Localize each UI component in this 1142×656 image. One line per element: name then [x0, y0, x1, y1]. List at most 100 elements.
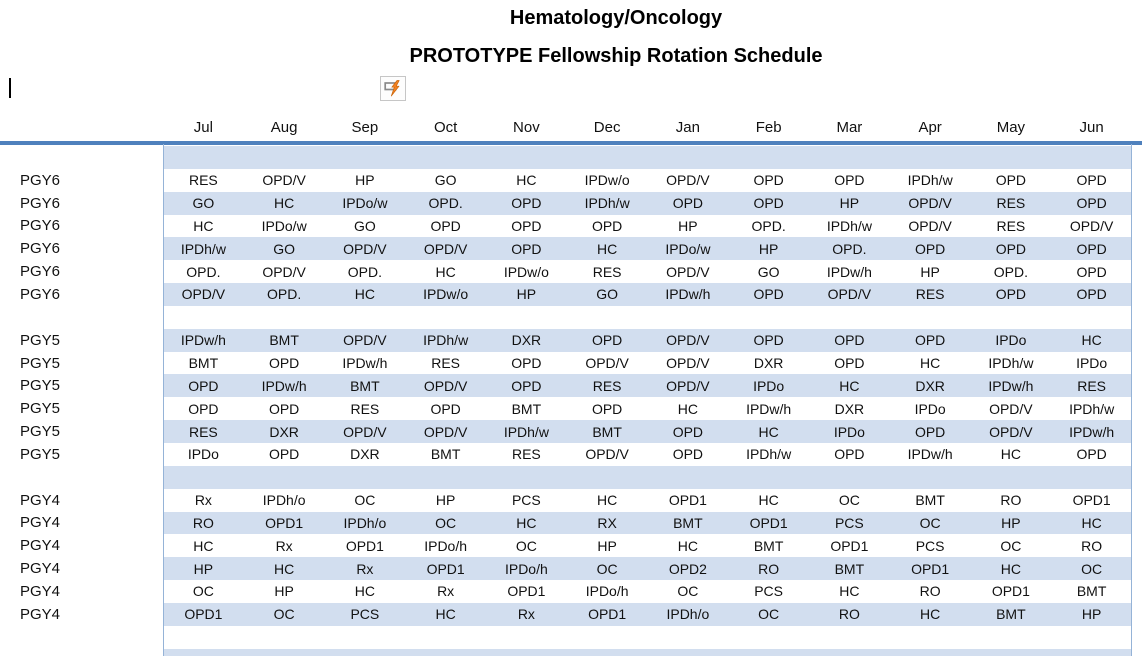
schedule-cell[interactable] — [728, 626, 809, 649]
schedule-cell[interactable]: OPD1 — [911, 560, 950, 577]
schedule-cell[interactable]: HC — [1081, 514, 1102, 531]
schedule-cell[interactable] — [728, 649, 809, 656]
schedule-cell[interactable]: HC — [677, 400, 698, 417]
schedule-cell[interactable]: OPD/V — [908, 195, 952, 212]
month-header[interactable]: Dec — [593, 119, 621, 136]
schedule-cell[interactable] — [244, 649, 325, 656]
schedule-cell[interactable]: BMT — [269, 332, 299, 349]
schedule-cell[interactable]: OPD/V — [423, 240, 468, 257]
schedule-cell[interactable]: RES — [350, 400, 380, 417]
schedule-cell[interactable]: RX — [597, 514, 617, 531]
schedule-cell[interactable] — [405, 466, 486, 489]
month-header[interactable]: Jul — [193, 119, 213, 136]
schedule-cell[interactable] — [890, 466, 971, 489]
schedule-cell[interactable]: OPD — [511, 355, 542, 372]
schedule-cell[interactable] — [648, 306, 729, 329]
schedule-cell[interactable]: OPD/V — [585, 446, 629, 463]
schedule-cell[interactable]: OPD1 — [588, 606, 627, 623]
month-header[interactable]: Sep — [351, 119, 379, 136]
schedule-cell[interactable]: RES — [188, 172, 218, 189]
schedule-cell[interactable]: IPDw/h — [180, 332, 226, 349]
schedule-cell[interactable]: OPD/V — [343, 240, 387, 257]
schedule-cell[interactable]: BMT — [915, 492, 945, 509]
schedule-cell[interactable]: HC — [839, 583, 860, 600]
schedule-cell[interactable]: OPD1 — [749, 514, 788, 531]
month-header[interactable]: Oct — [433, 119, 458, 136]
month-header[interactable]: Nov — [513, 119, 540, 136]
schedule-cell[interactable] — [325, 649, 406, 656]
schedule-cell[interactable]: OPD — [1076, 263, 1107, 280]
schedule-cell[interactable]: IPDh/w — [584, 195, 630, 212]
row-label[interactable]: PGY4 — [0, 488, 163, 512]
schedule-cell[interactable]: DXR — [834, 400, 865, 417]
schedule-cell[interactable]: OPD — [1076, 195, 1107, 212]
schedule-cell[interactable]: HP — [1081, 606, 1102, 623]
autofill-options-button[interactable] — [380, 76, 406, 101]
row-label[interactable]: PGY6 — [0, 260, 163, 284]
schedule-cell[interactable]: RO — [1081, 537, 1103, 554]
row-label[interactable]: PGY6 — [0, 168, 163, 192]
schedule-cell[interactable]: IPDh/w — [423, 332, 469, 349]
schedule-cell[interactable]: OPD1 — [1072, 492, 1111, 509]
schedule-cell[interactable]: OPD. — [751, 217, 786, 234]
schedule-cell[interactable]: IPDw/h — [988, 377, 1034, 394]
schedule-cell[interactable]: HP — [193, 560, 214, 577]
schedule-cell[interactable]: DXR — [511, 332, 542, 349]
month-header[interactable]: Jun — [1079, 119, 1104, 136]
schedule-cell[interactable]: BMT — [834, 560, 865, 577]
schedule-cell[interactable]: HP — [435, 492, 456, 509]
schedule-cell[interactable]: HP — [758, 240, 779, 257]
schedule-cell[interactable] — [486, 146, 567, 169]
schedule-cell[interactable]: OPD/V — [666, 263, 710, 280]
schedule-cell[interactable]: HC — [193, 537, 214, 554]
schedule-cell[interactable]: OPD/V — [423, 423, 468, 440]
schedule-cell[interactable] — [890, 649, 971, 656]
schedule-cell[interactable] — [1051, 626, 1132, 649]
schedule-cell[interactable]: RO — [192, 514, 214, 531]
schedule-cell[interactable]: IPDh/o — [343, 514, 387, 531]
schedule-cell[interactable]: HC — [677, 537, 698, 554]
schedule-cell[interactable]: HP — [274, 583, 294, 600]
schedule-cell[interactable]: IPDh/w — [503, 423, 549, 440]
schedule-cell[interactable]: OPD1 — [345, 537, 384, 554]
schedule-cell[interactable]: IPDh/w — [1069, 400, 1115, 417]
schedule-cell[interactable]: BMT — [592, 423, 622, 440]
schedule-cell[interactable]: DXR — [269, 423, 299, 440]
schedule-cell[interactable] — [325, 306, 406, 329]
schedule-cell[interactable]: HC — [354, 583, 375, 600]
row-label[interactable]: PGY5 — [0, 328, 163, 352]
schedule-cell[interactable]: PCS — [754, 583, 784, 600]
schedule-cell[interactable]: OPD — [753, 286, 784, 303]
schedule-cell[interactable]: OPD — [430, 400, 461, 417]
schedule-cell[interactable]: GO — [273, 240, 296, 257]
schedule-cell[interactable]: OC — [677, 583, 699, 600]
schedule-cell[interactable] — [567, 466, 648, 489]
schedule-cell[interactable]: IPDh/w — [988, 355, 1034, 372]
schedule-cell[interactable]: RES — [511, 446, 541, 463]
schedule-cell[interactable]: HP — [597, 537, 617, 554]
schedule-cell[interactable] — [971, 466, 1052, 489]
schedule-cell[interactable]: OPD — [753, 172, 784, 189]
schedule-cell[interactable]: OPD1 — [991, 583, 1030, 600]
schedule-cell[interactable]: IPDo/w — [261, 217, 307, 234]
schedule-cell[interactable] — [1051, 649, 1132, 656]
schedule-cell[interactable]: OPD — [995, 172, 1027, 189]
schedule-cell[interactable] — [163, 649, 244, 656]
schedule-cell[interactable]: OPD. — [993, 263, 1028, 280]
schedule-cell[interactable]: DXR — [350, 446, 380, 463]
schedule-cell[interactable]: OPD/V — [343, 332, 387, 349]
schedule-cell[interactable]: BMT — [1076, 583, 1107, 600]
row-label[interactable]: PGY4 — [0, 580, 163, 603]
schedule-cell[interactable]: IPDh/o — [666, 606, 710, 623]
schedule-cell[interactable]: OPD — [753, 195, 784, 212]
schedule-cell[interactable]: OC — [838, 492, 860, 509]
schedule-cell[interactable]: IPDw/h — [826, 263, 872, 280]
schedule-cell[interactable]: RES — [592, 377, 622, 394]
schedule-cell[interactable]: Rx — [194, 492, 212, 509]
schedule-cell[interactable] — [971, 649, 1052, 656]
schedule-cell[interactable]: IPDo — [995, 332, 1027, 349]
schedule-cell[interactable]: IPDw/h — [907, 446, 953, 463]
schedule-cell[interactable]: OPD — [995, 240, 1027, 257]
schedule-cell[interactable]: RES — [188, 423, 218, 440]
schedule-cell[interactable] — [971, 146, 1052, 169]
